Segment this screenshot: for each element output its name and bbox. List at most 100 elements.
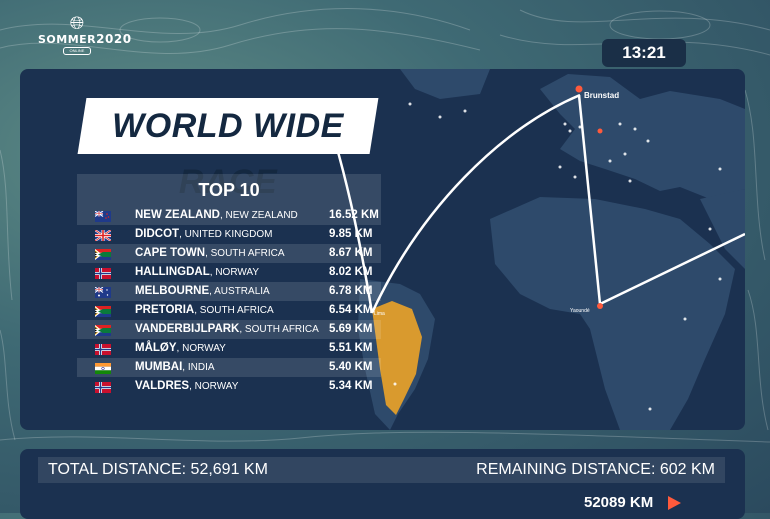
distance-bar [38, 457, 725, 483]
no-flag-icon [95, 267, 111, 279]
row-country: , AUSTRALIA [209, 286, 270, 297]
row-place: VALDRES, NORWAY [135, 377, 238, 396]
row-distance: 5.69 KM [329, 323, 373, 335]
row-distance: 9.85 KM [329, 228, 373, 240]
row-city: VANDERBIJLPARK [135, 323, 240, 335]
row-place: MELBOURNE, AUSTRALIA [135, 282, 270, 301]
row-city: CAPE TOWN [135, 247, 206, 259]
row-city: NEW ZEALAND [135, 209, 220, 221]
leaderboard-row: MÅLØY, NORWAY 5.51 KM [77, 339, 381, 358]
asia-landmass [700, 189, 745, 269]
row-city: VALDRES [135, 380, 190, 392]
row-country-name: NEW ZEALAND [225, 210, 298, 221]
leaderboard-row: HALLINGDAL, NORWAY 8.02 KM [77, 263, 381, 282]
row-place: DIDCOT, UNITED KINGDOM [135, 225, 272, 244]
row-city: MÅLØY [135, 342, 177, 354]
brunstad-label: Brunstad [584, 91, 619, 100]
leaderboard-row: MELBOURNE, AUSTRALIA 6.78 KM [77, 282, 381, 301]
row-country-name: SOUTH AFRICA [244, 324, 319, 335]
row-place: CAPE TOWN, SOUTH AFRICA [135, 244, 285, 263]
globe-icon: 🌐︎ [69, 13, 85, 33]
row-distance: 5.51 KM [329, 342, 373, 354]
leaderboard-row: VANDERBIJLPARK, SOUTH AFRICA 5.69 KM [77, 320, 381, 339]
route-lima-brunstad [370, 93, 581, 314]
row-distance: 5.40 KM [329, 361, 373, 373]
uk-flag-icon [94, 229, 112, 242]
row-city: MELBOURNE [135, 285, 210, 297]
event-logo: 🌐︎ SOMMER2020 ONLINE [38, 13, 131, 55]
row-country: , NORWAY [176, 343, 226, 354]
leaderboard-row: MUMBAI, INDIA 5.40 KM [77, 358, 381, 377]
africa-landmass [490, 197, 735, 430]
top10-leaderboard: TOP 10 NEW ZEALAND, NEW ZEALAND 16.52 KM D… [77, 174, 381, 396]
route-brunstad-yaounde [577, 94, 602, 305]
distance-panel [20, 449, 745, 519]
leaderboard-row: VALDRES, NORWAY 5.34 KM [77, 377, 381, 396]
row-distance: 6.78 KM [329, 285, 373, 297]
row-country: , NEW ZEALAND [219, 210, 298, 221]
no-flag-icon [95, 343, 111, 355]
row-distance: 8.02 KM [329, 266, 373, 278]
za-flag-icon [95, 248, 111, 260]
row-country: , NORWAY [209, 267, 260, 278]
row-country-name: SOUTH AFRICA [199, 305, 274, 316]
row-country-name: NORWAY [194, 381, 239, 392]
brunstad-marker [575, 85, 583, 93]
clock: 13:21 [602, 39, 686, 67]
row-place: MÅLØY, NORWAY [135, 339, 226, 358]
za-flag-icon [95, 324, 111, 336]
highlight-region [372, 301, 422, 415]
row-distance: 8.67 KM [329, 247, 373, 259]
row-city: PRETORIA [135, 304, 195, 316]
total-distance: TOTAL DISTANCE: 52,691 KM [48, 461, 268, 478]
europe-landmass [540, 74, 745, 199]
world-map: Brunstad Yaoundé Lima [323, 69, 745, 430]
row-country: , SOUTH AFRICA [205, 248, 285, 259]
leaderboard-row: DIDCOT, UNITED KINGDOM 9.85 KM [77, 225, 381, 244]
row-place: VANDERBIJLPARK, SOUTH AFRICA [135, 320, 319, 339]
leaderboard-row: NEW ZEALAND, NEW ZEALAND 16.52 KM [77, 206, 381, 225]
row-country-name: AUSTRALIA [214, 286, 270, 297]
row-place: HALLINGDAL, NORWAY [135, 263, 259, 282]
yaounde-marker [597, 303, 603, 309]
row-distance: 16.52 KM [329, 209, 379, 221]
page-title: WORLD WIDE RACE [112, 107, 344, 201]
brand-sub: ONLINE [63, 47, 91, 55]
row-city: MUMBAI [135, 361, 183, 373]
nz-flag-icon [94, 210, 111, 222]
north-landmass [400, 69, 490, 99]
za-flag-icon [95, 305, 111, 317]
row-distance: 6.54 KM [329, 304, 373, 316]
row-place: PRETORIA, SOUTH AFRICA [135, 301, 274, 320]
row-country: , NORWAY [189, 381, 239, 392]
row-place: MUMBAI, INDIA [135, 358, 215, 377]
leaderboard-heading: TOP 10 [77, 174, 381, 206]
lima-label: Lima [374, 311, 385, 317]
row-country: , SOUTH AFRICA [194, 305, 274, 316]
row-country-name: INDIA [187, 362, 215, 373]
row-place: NEW ZEALAND, NEW ZEALAND [135, 206, 298, 225]
row-country-name: UNITED KINGDOM [184, 229, 273, 240]
row-country: , UNITED KINGDOM [179, 229, 273, 240]
leaderboard-rows: NEW ZEALAND, NEW ZEALAND 16.52 KM DIDCOT, … [77, 206, 381, 396]
leaderboard-row: CAPE TOWN, SOUTH AFRICA 8.67 KM [77, 244, 381, 263]
row-country-name: NORWAY [182, 343, 226, 354]
current-distance: 52089 KM [584, 494, 654, 511]
play-icon [668, 496, 681, 510]
row-country-name: NORWAY [215, 267, 260, 278]
row-city: DIDCOT [135, 228, 180, 240]
route-yaounde-east [599, 232, 745, 306]
brand-name: SOMMER [38, 33, 97, 46]
row-country: , SOUTH AFRICA [239, 324, 319, 335]
row-country: , INDIA [182, 362, 215, 373]
remaining-distance: REMAINING DISTANCE: 602 KM [476, 461, 715, 478]
row-country-name: SOUTH AFRICA [210, 248, 285, 259]
yaounde-label: Yaoundé [570, 308, 590, 314]
row-distance: 5.34 KM [329, 380, 373, 392]
brand-year: 2020 [96, 32, 132, 46]
au-flag-icon [94, 286, 111, 298]
stop-marker [597, 128, 603, 134]
leaderboard-row: PRETORIA, SOUTH AFRICA 6.54 KM [77, 301, 381, 320]
in-flag-icon [95, 362, 111, 374]
